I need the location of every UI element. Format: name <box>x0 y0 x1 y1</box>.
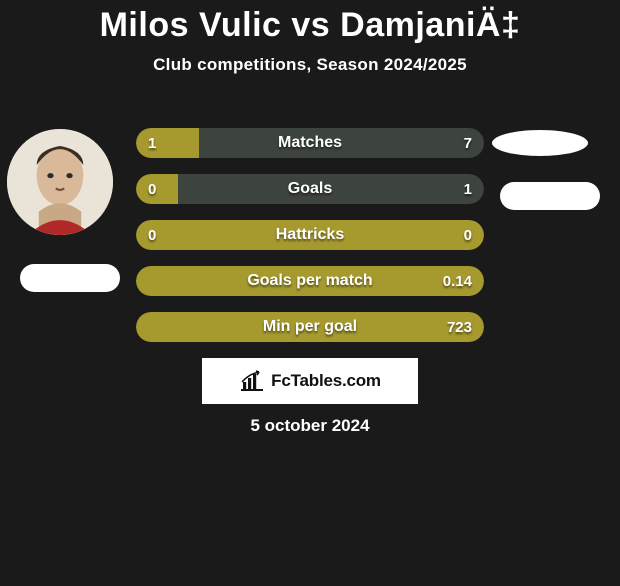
page-title: Milos Vulic vs DamjaniÄ‡ <box>0 6 620 45</box>
stat-bar <box>136 312 484 342</box>
date-text: 5 october 2024 <box>0 416 620 436</box>
stat-row: 0.14Goals per match <box>136 266 484 296</box>
player-right-marker <box>492 130 588 156</box>
stat-bar-right <box>178 174 484 204</box>
stat-value-left <box>136 266 160 296</box>
stat-value-left: 0 <box>136 174 168 204</box>
logo-text: FcTables.com <box>271 371 381 391</box>
bar-chart-icon <box>239 370 265 392</box>
stat-row: 723Min per goal <box>136 312 484 342</box>
stat-value-right: 7 <box>452 128 484 158</box>
stat-value-right: 0.14 <box>431 266 484 296</box>
stat-value-left: 0 <box>136 220 168 250</box>
team-badge-right <box>500 182 600 210</box>
stats-container: 17Matches01Goals00Hattricks0.14Goals per… <box>136 128 484 358</box>
subtitle: Club competitions, Season 2024/2025 <box>0 55 620 75</box>
player-left-avatar <box>7 129 113 235</box>
logo-box[interactable]: FcTables.com <box>202 358 418 404</box>
stat-value-left <box>136 312 160 342</box>
stat-bar-right <box>199 128 484 158</box>
stat-value-right: 723 <box>435 312 484 342</box>
stat-value-right: 0 <box>452 220 484 250</box>
stat-row: 17Matches <box>136 128 484 158</box>
team-badge-left <box>20 264 120 292</box>
player-face-icon <box>7 129 113 235</box>
stat-bar <box>136 220 484 250</box>
stat-row: 01Goals <box>136 174 484 204</box>
stat-row: 00Hattricks <box>136 220 484 250</box>
stat-value-left: 1 <box>136 128 168 158</box>
stat-value-right: 1 <box>452 174 484 204</box>
